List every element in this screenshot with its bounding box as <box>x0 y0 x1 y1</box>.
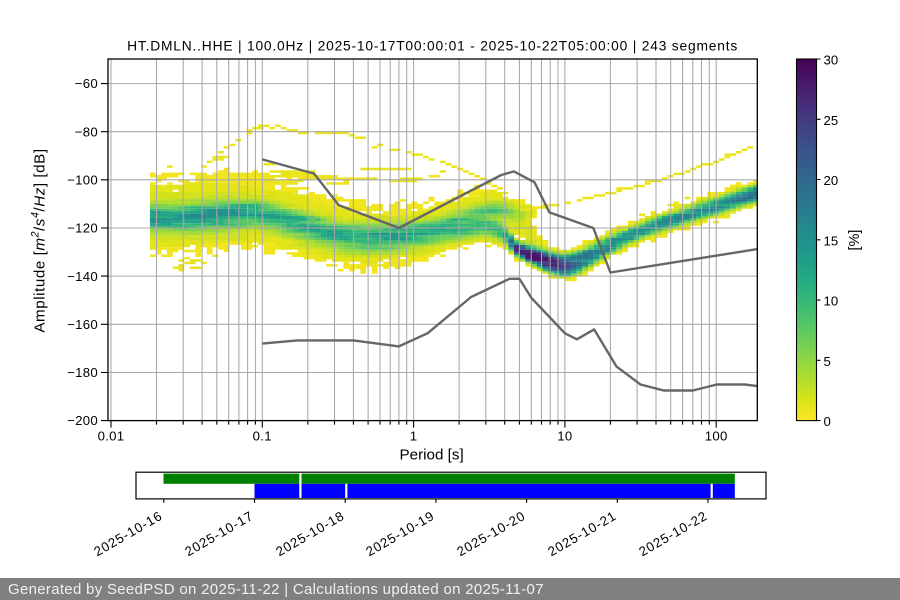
svg-text:−120: −120 <box>67 221 98 236</box>
svg-text:0.01: 0.01 <box>98 429 125 444</box>
svg-text:1: 1 <box>410 429 418 444</box>
svg-text:Generated by SeedPSD on 2025-1: Generated by SeedPSD on 2025-11-22 | Cal… <box>8 581 544 598</box>
svg-text:20: 20 <box>824 173 839 188</box>
svg-text:25: 25 <box>824 113 839 128</box>
svg-text:15: 15 <box>824 233 839 248</box>
svg-text:10: 10 <box>824 294 839 309</box>
svg-text:−140: −140 <box>67 269 98 284</box>
svg-text:0.1: 0.1 <box>253 429 272 444</box>
svg-text:−100: −100 <box>67 172 98 187</box>
svg-text:0: 0 <box>824 414 831 429</box>
svg-text:30: 30 <box>824 53 839 68</box>
svg-text:5: 5 <box>824 354 831 369</box>
svg-text:−60: −60 <box>75 76 98 91</box>
svg-text:HT.DMLN..HHE | 100.0Hz | 2025-: HT.DMLN..HHE | 100.0Hz | 2025-10-17T00:0… <box>127 39 738 54</box>
svg-text:10: 10 <box>557 429 572 444</box>
svg-text:−80: −80 <box>75 124 98 139</box>
svg-text:−180: −180 <box>67 365 98 380</box>
svg-text:−160: −160 <box>67 317 98 332</box>
svg-text:Period [s]: Period [s] <box>400 447 464 464</box>
svg-text:−200: −200 <box>67 413 98 428</box>
svg-text:100: 100 <box>705 429 728 444</box>
